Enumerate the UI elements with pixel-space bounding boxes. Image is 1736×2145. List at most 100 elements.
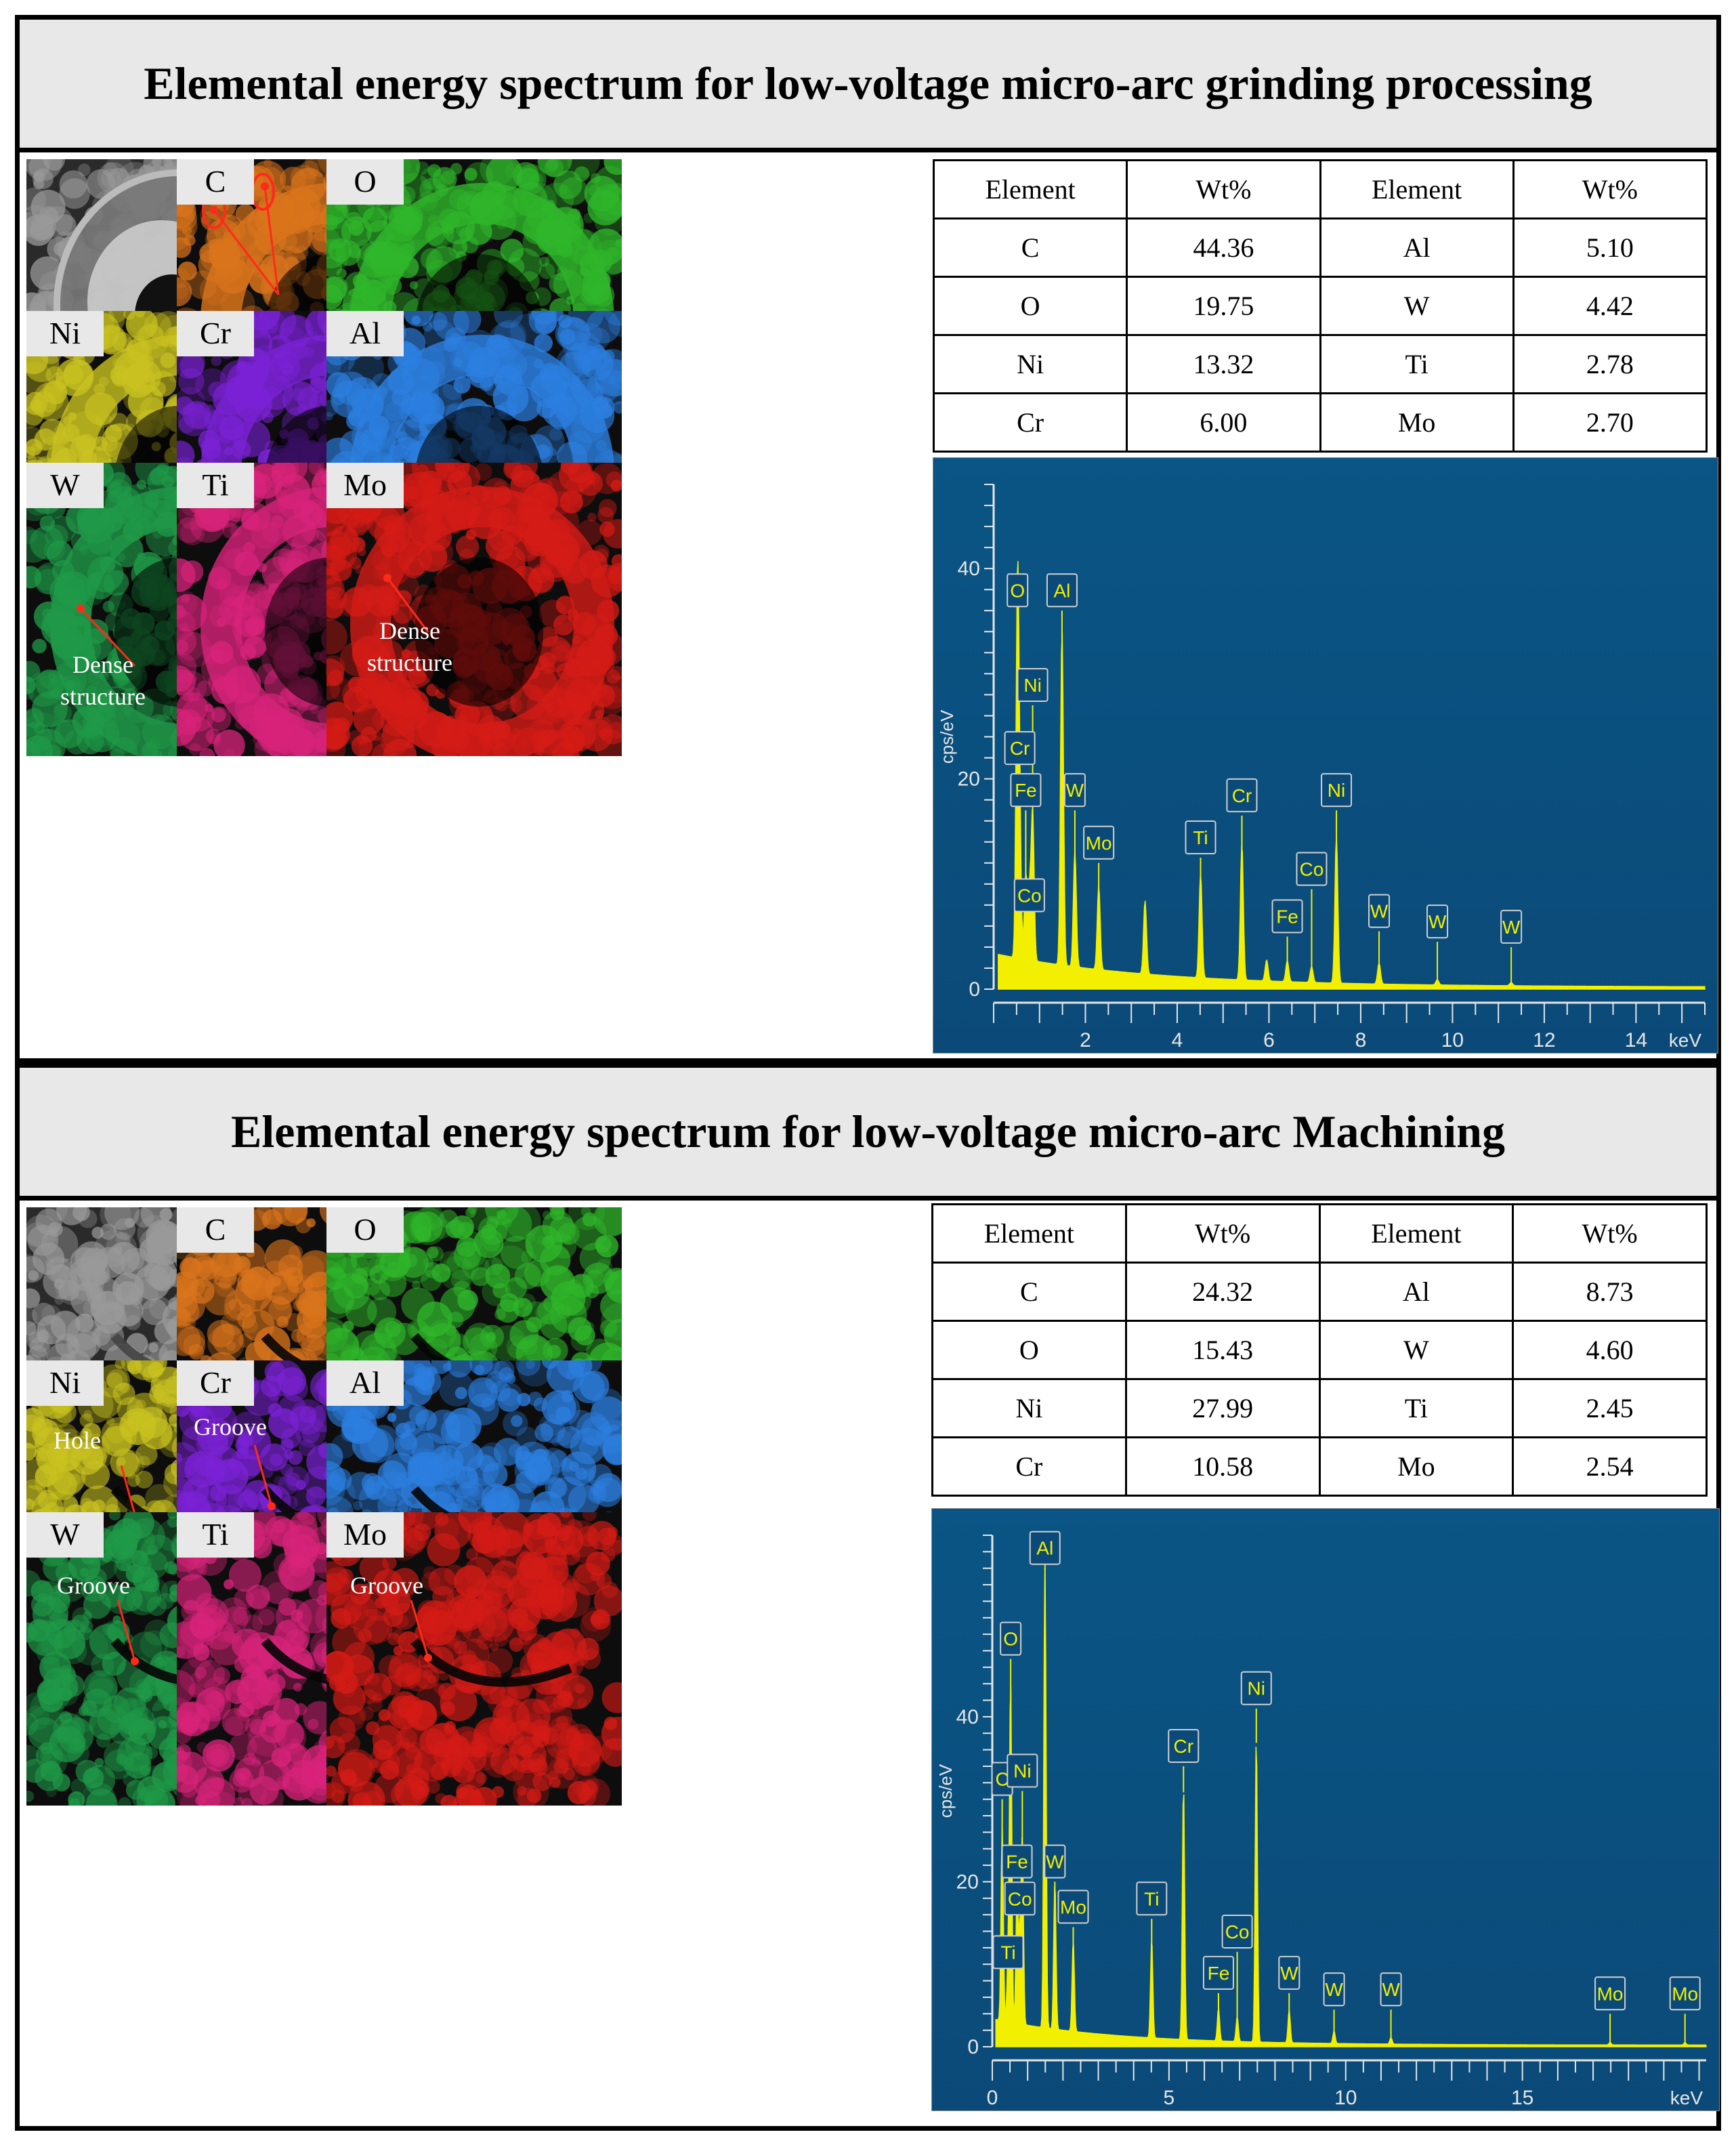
map-label: Mo — [326, 1512, 404, 1558]
annotation-line: structure — [60, 682, 146, 710]
x-tick-label: 12 — [1533, 1029, 1555, 1051]
peak-label: W — [1368, 894, 1391, 970]
peak-label: Mo — [1057, 1890, 1089, 1958]
table-cell: 27.99 — [1124, 1378, 1321, 1438]
peak-label: Ti — [992, 1935, 1024, 1982]
table-cell: W — [1318, 1320, 1515, 1380]
table-row: Cr 6.00 Mo 2.70 — [932, 392, 1708, 453]
peak-label: Co — [1221, 1914, 1253, 2024]
y-axis-label: cps/eV — [935, 1764, 956, 1818]
table-row: Ni 27.99 Ti 2.45 — [931, 1378, 1708, 1438]
table-header-cell: Element — [1319, 159, 1515, 220]
table-cell: C — [932, 217, 1128, 278]
figure-panel-machining: Elemental energy spectrum for low-voltag… — [15, 1063, 1721, 2131]
table-cell: Ni — [931, 1378, 1127, 1438]
annotation-line: Dense — [72, 651, 133, 678]
table-header-cell: Wt% — [1124, 1203, 1321, 1264]
table-header-row: Element Wt% Element Wt% — [932, 159, 1708, 220]
table-row: Cr 10.58 Mo 2.54 — [931, 1436, 1708, 1497]
map-label: O — [326, 159, 404, 205]
svg-text:Mo: Mo — [1086, 833, 1112, 854]
map-annotation: Groove — [350, 1570, 423, 1602]
svg-text:Fe: Fe — [1276, 906, 1298, 927]
table-cell: W — [1319, 276, 1515, 336]
peak-label: Ti — [1185, 820, 1216, 886]
x-tick-label: 15 — [1511, 2087, 1533, 2109]
peak-label: Cr — [1168, 1728, 1200, 1793]
peak-label: Ni — [1017, 667, 1049, 844]
peak-label: Ni — [1240, 1671, 1272, 1743]
y-tick-label: 0 — [969, 978, 980, 1001]
peak-label: Co — [1013, 878, 1045, 928]
panel-title: Elemental energy spectrum for low-voltag… — [20, 20, 1716, 152]
peak-label: W — [1323, 1972, 1345, 2036]
svg-text:Ni: Ni — [1023, 675, 1041, 696]
table-cell: O — [932, 276, 1128, 336]
annotation-line: structure — [367, 648, 452, 676]
map-label: Mo — [326, 463, 404, 508]
peak-label: Mo — [1669, 1976, 1701, 2046]
peak-label: W — [1380, 1972, 1402, 2042]
panel-title: Elemental energy spectrum for low-voltag… — [20, 1068, 1716, 1201]
map-annotation: Dense structure — [367, 615, 452, 679]
table-cell: O — [931, 1320, 1127, 1380]
annotation-line: Groove — [194, 1413, 267, 1440]
table-header-cell: Element — [932, 159, 1128, 220]
table-cell: 24.32 — [1124, 1262, 1321, 1322]
peak-label: O — [1000, 1621, 1022, 1710]
x-tick-label: 10 — [1441, 1029, 1464, 1051]
peak-label: Fe — [1010, 773, 1042, 907]
figure-panel-grinding: Elemental energy spectrum for low-voltag… — [15, 15, 1721, 1063]
peak-label: Mo — [1083, 825, 1115, 907]
peak-label: Fe — [1001, 1844, 1033, 1917]
annotation-line: Groove — [57, 1572, 130, 1599]
peak-label: Al — [1029, 1530, 1061, 1570]
x-tick-label: 5 — [1164, 2087, 1175, 2109]
annotation-line: Hole — [54, 1427, 101, 1454]
map-annotation: Hole — [54, 1425, 101, 1457]
svg-text:Cr: Cr — [1010, 738, 1030, 759]
map-label: W — [26, 463, 104, 508]
svg-text:Co: Co — [1300, 859, 1324, 880]
x-tick-label: 14 — [1625, 1029, 1647, 1051]
peak-label: Ni — [1321, 773, 1353, 844]
table-cell: 4.42 — [1512, 276, 1708, 336]
table-cell: 13.32 — [1126, 334, 1321, 394]
svg-text:Fe: Fe — [1015, 780, 1037, 801]
peak-label: W — [1044, 1844, 1066, 1900]
table-cell: 44.36 — [1126, 217, 1321, 278]
table-row: O 15.43 W 4.60 — [931, 1320, 1708, 1380]
table-header-cell: Wt% — [1126, 159, 1321, 220]
peak-label: W — [1426, 904, 1449, 986]
peak-label: Ti — [1136, 1881, 1168, 1949]
peak-label: Fe — [1271, 899, 1303, 970]
table-cell: Mo — [1319, 392, 1515, 453]
composition-table: Element Wt% Element Wt% C 44.36 Al 5.10 O 19.75 W 4… — [932, 159, 1708, 453]
table-cell: 5.10 — [1512, 217, 1708, 278]
svg-text:Ni: Ni — [1328, 780, 1345, 801]
table-cell: C — [931, 1262, 1127, 1322]
composition-table: Element Wt% Element Wt% C 24.32 Al 8.73 O 15.43 W 4… — [931, 1203, 1708, 1497]
table-cell: 15.43 — [1124, 1320, 1321, 1380]
x-axis-label: keV — [1670, 2087, 1703, 2108]
table-cell: 2.45 — [1512, 1378, 1708, 1438]
table-cell: 8.73 — [1512, 1262, 1708, 1322]
map-label: Cr — [177, 1360, 254, 1406]
map-label: Ti — [177, 463, 254, 508]
eds-map-mo: Mo Dense structure — [326, 463, 622, 756]
svg-text:O: O — [1010, 580, 1025, 601]
peak-label: Mo — [1594, 1976, 1626, 2046]
table-cell: 2.54 — [1512, 1436, 1708, 1497]
svg-text:Al: Al — [1053, 580, 1070, 601]
x-tick-label: 6 — [1263, 1029, 1275, 1051]
map-label: Al — [326, 311, 404, 356]
peak-label: Cr — [1226, 778, 1258, 854]
table-header-cell: Element — [1318, 1203, 1515, 1264]
y-tick-label: 40 — [958, 558, 980, 580]
x-tick-label: 2 — [1080, 1029, 1091, 1051]
peak-label: W — [1063, 773, 1086, 875]
svg-text:W: W — [1066, 780, 1084, 801]
table-cell: 10.58 — [1124, 1436, 1321, 1497]
table-cell: Ni — [932, 334, 1128, 394]
svg-text:Co: Co — [1017, 885, 1042, 906]
